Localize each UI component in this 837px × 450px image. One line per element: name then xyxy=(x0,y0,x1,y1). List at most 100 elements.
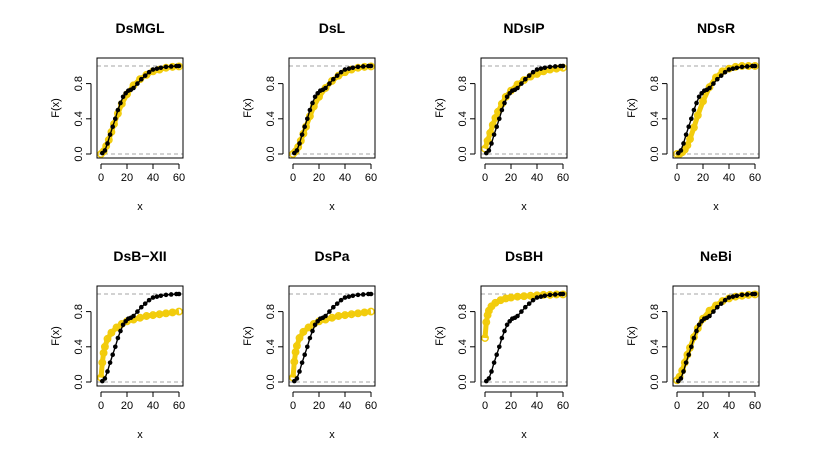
empirical-point xyxy=(752,63,758,69)
empirical-point xyxy=(150,67,156,72)
panel-title: NDsIP xyxy=(503,20,544,36)
empirical-point xyxy=(489,141,494,146)
empirical-point xyxy=(154,66,160,71)
empirical-point xyxy=(686,352,691,358)
x-tick-label: 40 xyxy=(531,172,543,184)
y-axis-label: F(x) xyxy=(50,98,62,118)
x-tick-label: 0 xyxy=(290,172,296,184)
empirical-point xyxy=(176,63,182,69)
y-axis-label: F(x) xyxy=(626,98,638,118)
empirical-point xyxy=(499,107,505,113)
x-tick-label: 0 xyxy=(674,400,680,412)
fitted-point xyxy=(305,112,314,121)
empirical-point xyxy=(334,301,340,306)
empirical-point xyxy=(726,295,732,300)
empirical-point xyxy=(515,85,520,91)
y-axis-label: F(x) xyxy=(626,326,638,346)
empirical-point xyxy=(110,352,115,358)
x-tick-label: 60 xyxy=(557,400,569,412)
fitted-point xyxy=(290,357,299,366)
y-tick-label: 0.4 xyxy=(265,339,277,354)
empirical-point xyxy=(486,376,492,381)
empirical-point xyxy=(331,76,336,82)
fitted-series-line xyxy=(482,291,563,339)
empirical-point xyxy=(691,335,697,341)
y-axis-label: F(x) xyxy=(434,98,446,118)
empirical-point xyxy=(346,294,352,299)
empirical-point xyxy=(302,124,308,130)
empirical-point xyxy=(113,116,118,122)
empirical-point xyxy=(305,344,310,350)
x-tick-label: 40 xyxy=(147,172,159,184)
fitted-point xyxy=(483,311,492,320)
empirical-point xyxy=(105,369,110,374)
empirical-point xyxy=(552,292,558,297)
empirical-point xyxy=(542,293,548,299)
empirical-point xyxy=(515,313,520,319)
panel-title: DsBH xyxy=(505,248,543,264)
y-axis-label: F(x) xyxy=(242,98,254,118)
empirical-point xyxy=(297,141,302,146)
empirical-point xyxy=(752,291,758,297)
y-tick-label: 0.4 xyxy=(73,111,85,126)
plot-frame xyxy=(288,285,376,387)
empirical-point xyxy=(730,66,736,71)
empirical-point xyxy=(678,376,684,381)
fitted-point xyxy=(107,328,116,337)
empirical-point xyxy=(694,100,699,106)
empirical-point xyxy=(299,132,305,137)
empirical-point xyxy=(530,69,536,75)
x-tick-label: 0 xyxy=(98,400,104,412)
empirical-point xyxy=(683,360,689,365)
empirical-point xyxy=(523,76,528,82)
empirical-point xyxy=(502,100,507,106)
y-tick-label: 0.0 xyxy=(457,374,469,389)
y-tick-label: 0.0 xyxy=(457,146,469,161)
empirical-point xyxy=(107,360,113,365)
empirical-point xyxy=(163,292,169,298)
x-tick-label: 0 xyxy=(482,400,488,412)
empirical-point xyxy=(560,63,566,69)
ecdf-panel: DsB−XII 0 20 40 60 0.0 0.4 0.8 x F(x) xyxy=(50,248,185,441)
fitted-point xyxy=(112,323,121,332)
empirical-point xyxy=(739,292,745,298)
y-tick-label: 0.4 xyxy=(649,111,661,126)
x-tick-label: 20 xyxy=(313,400,325,412)
fitted-point xyxy=(304,323,313,332)
empirical-point xyxy=(707,85,712,91)
fitted-point xyxy=(367,307,375,316)
empirical-point xyxy=(689,116,694,122)
x-tick-label: 60 xyxy=(173,172,185,184)
empirical-point xyxy=(168,64,174,69)
empirical-point xyxy=(686,124,691,130)
empirical-point xyxy=(118,328,123,334)
panel-grid: DsMGL 0 20 40 60 0.0 0.4 0.8 x F(x) DsL 0 20 40 60 0.0 0… xyxy=(50,20,761,441)
empirical-point xyxy=(310,328,315,334)
ecdf-panel: NDsIP 0 20 40 60 0.0 0.4 0.8 x F(x) xyxy=(434,20,569,213)
x-tick-label: 20 xyxy=(505,400,517,412)
x-axis-label: x xyxy=(329,201,335,213)
y-tick-label: 0.0 xyxy=(265,374,277,389)
empirical-point xyxy=(131,313,136,319)
x-tick-label: 40 xyxy=(339,172,351,184)
empirical-point xyxy=(486,148,492,153)
empirical-point xyxy=(497,344,502,350)
empirical-point xyxy=(338,69,344,75)
empirical-point xyxy=(150,295,156,300)
plot-frame xyxy=(96,57,184,159)
y-tick-label: 0.0 xyxy=(73,146,85,161)
fitted-point xyxy=(693,111,702,120)
empirical-point xyxy=(154,294,160,299)
empirical-point xyxy=(142,301,148,306)
empirical-point xyxy=(299,360,305,365)
empirical-point xyxy=(502,328,507,334)
plot-frame xyxy=(288,57,376,159)
empirical-point xyxy=(158,65,164,71)
panel-title: NeBi xyxy=(700,248,732,264)
x-tick-label: 20 xyxy=(505,172,517,184)
empirical-point xyxy=(538,66,544,71)
empirical-point xyxy=(294,376,300,381)
empirical-point xyxy=(519,309,524,314)
y-tick-label: 0.8 xyxy=(649,76,661,91)
